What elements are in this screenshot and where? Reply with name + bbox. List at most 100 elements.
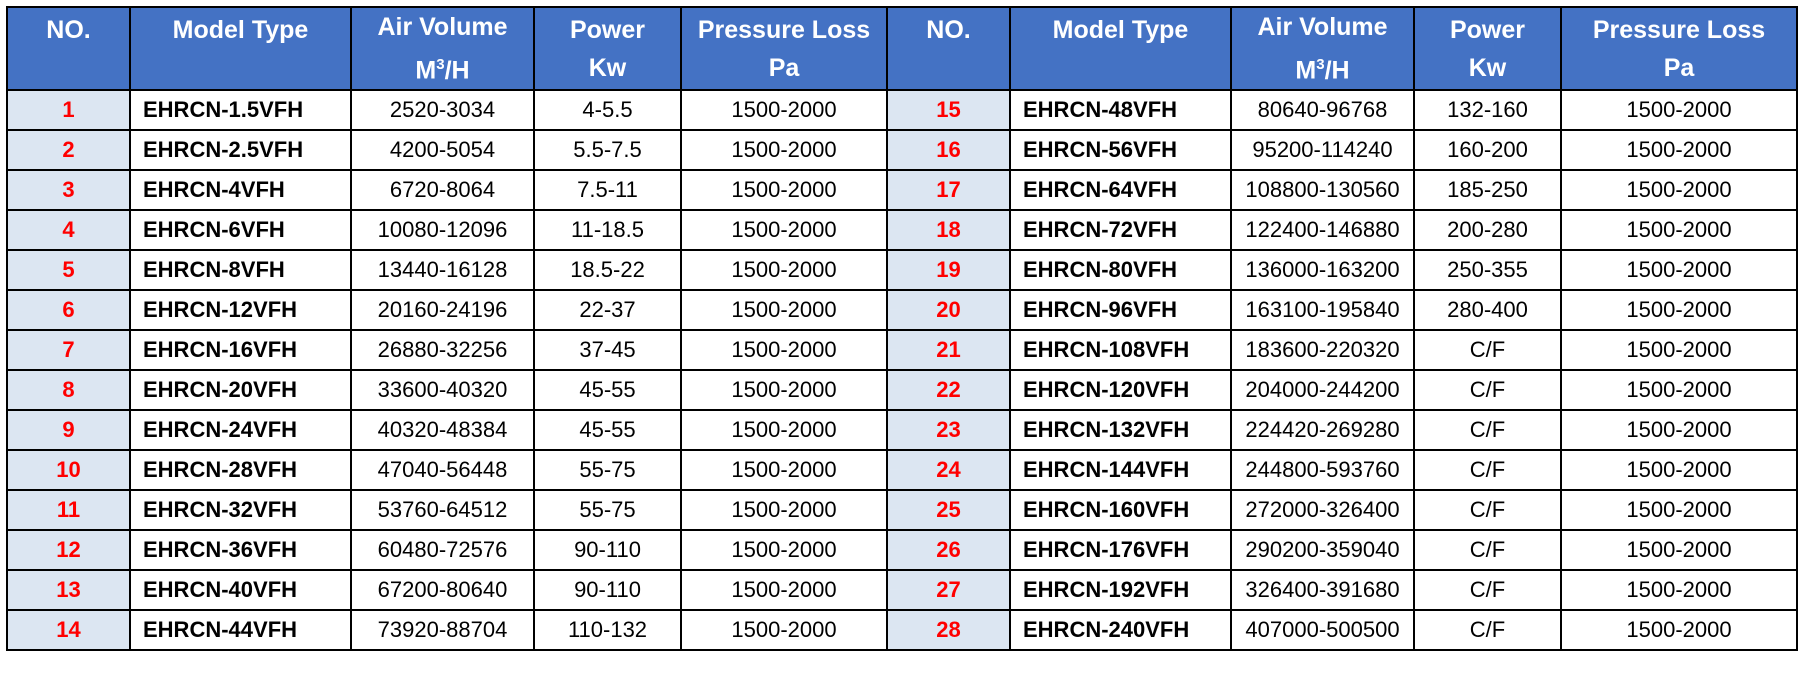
power-cell: 55-75 — [533, 489, 682, 532]
power-cell: C/F — [1413, 529, 1562, 572]
air-volume-cell: 290200-359040 — [1230, 529, 1415, 572]
air-volume-cell: 224420-269280 — [1230, 409, 1415, 452]
number-cell: 10 — [6, 449, 131, 492]
model-type-cell: EHRCN-28VFH — [129, 449, 352, 492]
power-cell: C/F — [1413, 449, 1562, 492]
air-volume-cell: 26880-32256 — [350, 329, 535, 372]
model-type-cell: EHRCN-72VFH — [1009, 209, 1232, 252]
pressure-loss-cell: 1500-2000 — [680, 449, 888, 492]
power-cell: 45-55 — [533, 369, 682, 412]
air-volume-cell: 95200-114240 — [1230, 129, 1415, 172]
model-type-cell: EHRCN-1.5VFH — [129, 89, 352, 132]
model-type-cell: EHRCN-32VFH — [129, 489, 352, 532]
table-row: 5 EHRCN-8VFH 13440-16128 18.5-22 1500-2000 19… — [6, 249, 1798, 292]
pressure-loss-cell: 1500-2000 — [1560, 169, 1798, 212]
header-power: Power Kw — [533, 5, 682, 92]
model-type-cell: EHRCN-16VFH — [129, 329, 352, 372]
power-cell: 90-110 — [533, 569, 682, 612]
number-cell: 15 — [886, 89, 1011, 132]
number-cell: 4 — [6, 209, 131, 252]
power-cell: C/F — [1413, 609, 1562, 652]
number-cell: 5 — [6, 249, 131, 292]
air-volume-cell: 6720-8064 — [350, 169, 535, 212]
model-type-cell: EHRCN-64VFH — [1009, 169, 1232, 212]
table-row: 8 EHRCN-20VFH 33600-40320 45-55 1500-2000 22 E… — [6, 369, 1798, 412]
pressure-loss-cell: 1500-2000 — [680, 249, 888, 292]
table-row: 6 EHRCN-12VFH 20160-24196 22-37 1500-2000 20 E… — [6, 289, 1798, 332]
header-air-volume: Air Volume M3/H — [350, 5, 535, 92]
model-type-cell: EHRCN-132VFH — [1009, 409, 1232, 452]
number-cell: 3 — [6, 169, 131, 212]
header-pressure-loss: Pressure Loss Pa — [680, 5, 888, 92]
table-row: 13 EHRCN-40VFH 67200-80640 90-110 1500-2000 2… — [6, 569, 1798, 612]
pressure-loss-cell: 1500-2000 — [680, 169, 888, 212]
power-cell: 45-55 — [533, 409, 682, 452]
number-cell: 8 — [6, 369, 131, 412]
model-type-cell: EHRCN-192VFH — [1009, 569, 1232, 612]
air-volume-cell: 4200-5054 — [350, 129, 535, 172]
air-volume-cell: 183600-220320 — [1230, 329, 1415, 372]
pressure-loss-cell: 1500-2000 — [680, 529, 888, 572]
number-cell: 21 — [886, 329, 1011, 372]
pressure-loss-cell: 1500-2000 — [680, 569, 888, 612]
number-cell: 13 — [6, 569, 131, 612]
number-cell: 11 — [6, 489, 131, 532]
number-cell: 1 — [6, 89, 131, 132]
table-row: 9 EHRCN-24VFH 40320-48384 45-55 1500-2000 23 E… — [6, 409, 1798, 452]
air-volume-cell: 20160-24196 — [350, 289, 535, 332]
number-cell: 27 — [886, 569, 1011, 612]
header-model-type: Model Type — [129, 5, 352, 92]
number-cell: 24 — [886, 449, 1011, 492]
number-cell: 23 — [886, 409, 1011, 452]
table-row: 1 EHRCN-1.5VFH 2520-3034 4-5.5 1500-2000 15 EH… — [6, 89, 1798, 132]
model-type-cell: EHRCN-240VFH — [1009, 609, 1232, 652]
header-model-type: Model Type — [1009, 5, 1232, 92]
model-type-cell: EHRCN-6VFH — [129, 209, 352, 252]
model-type-cell: EHRCN-8VFH — [129, 249, 352, 292]
model-type-cell: EHRCN-108VFH — [1009, 329, 1232, 372]
power-cell: 4-5.5 — [533, 89, 682, 132]
number-cell: 14 — [6, 609, 131, 652]
air-volume-cell: 122400-146880 — [1230, 209, 1415, 252]
pressure-loss-cell: 1500-2000 — [1560, 129, 1798, 172]
table-row: 4 EHRCN-6VFH 10080-12096 11-18.5 1500-2000 18… — [6, 209, 1798, 252]
model-type-cell: EHRCN-80VFH — [1009, 249, 1232, 292]
table-row: 3 EHRCN-4VFH 6720-8064 7.5-11 1500-2000 17 EHR… — [6, 169, 1798, 212]
air-volume-cell: 60480-72576 — [350, 529, 535, 572]
header-pressure-loss: Pressure Loss Pa — [1560, 5, 1798, 92]
number-cell: 22 — [886, 369, 1011, 412]
air-volume-cell: 67200-80640 — [350, 569, 535, 612]
model-type-cell: EHRCN-40VFH — [129, 569, 352, 612]
power-cell: 160-200 — [1413, 129, 1562, 172]
pressure-loss-cell: 1500-2000 — [1560, 529, 1798, 572]
air-volume-cell: 136000-163200 — [1230, 249, 1415, 292]
power-cell: C/F — [1413, 489, 1562, 532]
pressure-loss-cell: 1500-2000 — [1560, 489, 1798, 532]
number-cell: 9 — [6, 409, 131, 452]
number-cell: 7 — [6, 329, 131, 372]
air-volume-cell: 33600-40320 — [350, 369, 535, 412]
power-cell: 7.5-11 — [533, 169, 682, 212]
number-cell: 25 — [886, 489, 1011, 532]
air-volume-cell: 326400-391680 — [1230, 569, 1415, 612]
number-cell: 2 — [6, 129, 131, 172]
power-cell: 280-400 — [1413, 289, 1562, 332]
pressure-loss-cell: 1500-2000 — [680, 609, 888, 652]
power-cell: 22-37 — [533, 289, 682, 332]
model-type-cell: EHRCN-144VFH — [1009, 449, 1232, 492]
air-volume-cell: 10080-12096 — [350, 209, 535, 252]
pressure-loss-cell: 1500-2000 — [1560, 289, 1798, 332]
number-cell: 16 — [886, 129, 1011, 172]
table-row: 2 EHRCN-2.5VFH 4200-5054 5.5-7.5 1500-2000 16… — [6, 129, 1798, 172]
air-volume-cell: 40320-48384 — [350, 409, 535, 452]
air-volume-cell: 163100-195840 — [1230, 289, 1415, 332]
model-type-cell: EHRCN-176VFH — [1009, 529, 1232, 572]
air-volume-cell: 47040-56448 — [350, 449, 535, 492]
model-type-cell: EHRCN-4VFH — [129, 169, 352, 212]
model-type-cell: EHRCN-48VFH — [1009, 89, 1232, 132]
number-cell: 12 — [6, 529, 131, 572]
table-row: 11 EHRCN-32VFH 53760-64512 55-75 1500-2000 25… — [6, 489, 1798, 532]
model-type-cell: EHRCN-24VFH — [129, 409, 352, 452]
model-type-cell: EHRCN-12VFH — [129, 289, 352, 332]
power-cell: 250-355 — [1413, 249, 1562, 292]
